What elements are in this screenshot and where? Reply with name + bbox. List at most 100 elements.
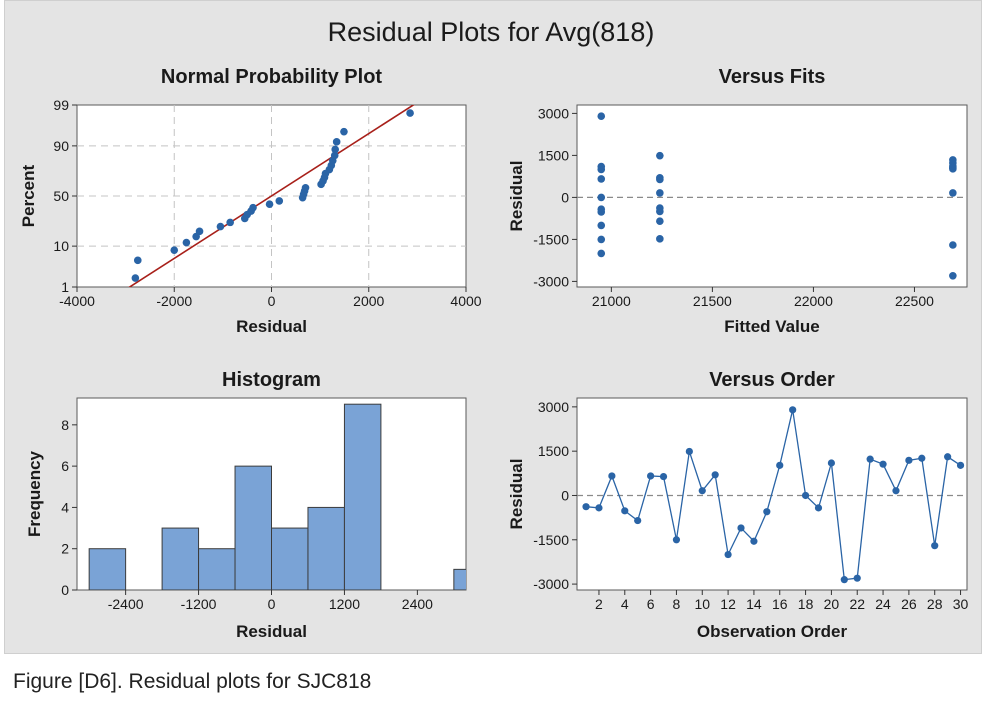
order-point — [840, 576, 848, 584]
histogram-y-tick-label: 6 — [61, 458, 69, 474]
fits-x-tick-label: 22500 — [895, 293, 934, 309]
histogram-bar — [88, 548, 127, 590]
fits-point — [597, 165, 606, 174]
fits-point — [949, 162, 957, 171]
fits-point — [656, 207, 664, 216]
order-point — [931, 542, 939, 550]
order-marks — [582, 406, 965, 584]
fits-point — [656, 235, 664, 243]
order-x-tick-label: 10 — [694, 596, 710, 612]
histogram-title: Histogram — [222, 369, 321, 391]
order-point — [698, 487, 706, 495]
order-point — [905, 456, 913, 464]
order-x-tick-label: 22 — [849, 596, 865, 612]
order-ylabel: Residual — [507, 459, 526, 530]
order-point — [879, 460, 887, 468]
order-point — [595, 504, 603, 512]
order-x-tick-label: 16 — [772, 596, 788, 612]
histogram-bar — [307, 506, 345, 590]
order-point — [750, 537, 758, 545]
normal-x-tick-label: -2000 — [156, 293, 192, 309]
normal-point — [195, 227, 204, 236]
normal-fit-line — [128, 105, 415, 287]
order-chart: Versus Order Observation Order Residual 2 4 6… — [507, 369, 969, 641]
histogram-bar — [198, 548, 236, 590]
order-point — [647, 472, 655, 480]
normal-xlabel: Residual — [236, 317, 307, 336]
order-point — [789, 406, 797, 414]
order-y-tick-label: 1500 — [538, 443, 569, 459]
fits-point — [597, 208, 606, 216]
normal-point — [275, 197, 284, 205]
fits-point — [597, 112, 606, 120]
normal-title: Normal Probability Plot — [161, 66, 382, 88]
order-point — [866, 455, 874, 463]
histogram-bar — [453, 568, 466, 590]
order-point — [763, 508, 771, 516]
fits-plot-area — [576, 104, 968, 288]
order-x-tick-label: 26 — [901, 596, 917, 612]
order-point — [892, 487, 900, 495]
order-x-tick-label: 24 — [875, 596, 891, 612]
fits-chart: Versus Fits Fitted Value Residual 21000 2150… — [507, 66, 968, 336]
normal-point — [265, 200, 274, 208]
fits-point — [597, 221, 606, 230]
normal-point — [226, 218, 234, 227]
histogram-x-tick-label: 2400 — [402, 596, 433, 612]
order-x-tick-label: 12 — [720, 596, 736, 612]
order-x-tick-label: 20 — [824, 596, 840, 612]
order-xlabel: Observation Order — [697, 622, 848, 641]
order-point — [827, 459, 836, 467]
histogram-y-tick-label: 0 — [61, 582, 69, 598]
histogram-bar — [271, 527, 309, 590]
order-x-tick-label: 6 — [647, 596, 655, 612]
figure-caption: Figure [D6]. Residual plots for SJC818 — [13, 670, 372, 693]
fits-point — [597, 235, 606, 244]
fits-point — [656, 175, 664, 184]
order-point — [621, 507, 629, 515]
histogram-ylabel: Frequency — [25, 450, 44, 537]
order-x-tick-label: 8 — [673, 596, 681, 612]
histogram-bar — [343, 403, 382, 590]
fits-point — [949, 272, 957, 280]
normal-point — [340, 127, 348, 136]
histogram-x-tick-label: 0 — [268, 596, 276, 612]
histogram-marks — [88, 403, 466, 590]
order-point — [737, 524, 745, 532]
normal-x-tick-label: 2000 — [353, 293, 384, 309]
order-point — [659, 472, 668, 481]
order-point — [814, 504, 823, 512]
order-point — [918, 454, 926, 462]
fits-point — [656, 189, 664, 197]
order-point — [956, 461, 965, 469]
fits-x-tick-label: 21000 — [592, 293, 631, 309]
residual-plots-figure: Residual Plots for Avg(818) Normal Proba… — [19, 17, 969, 641]
fits-ylabel: Residual — [507, 161, 526, 232]
normal-point — [249, 203, 257, 212]
normal-point — [216, 222, 225, 231]
normal-x-tick-label: 4000 — [450, 293, 481, 309]
fits-point — [949, 189, 957, 197]
histogram-x-tick-label: 1200 — [329, 596, 360, 612]
normal-x-tick-label: 0 — [268, 293, 276, 309]
order-title: Versus Order — [709, 369, 835, 391]
normal-point — [332, 138, 341, 146]
fits-y-tick-label: 0 — [561, 189, 569, 205]
fits-point — [656, 151, 664, 160]
fits-point — [656, 217, 664, 225]
fits-point — [949, 241, 957, 249]
histogram-x-tick-label: -1200 — [181, 596, 217, 612]
histogram-y-tick-label: 2 — [61, 541, 69, 557]
order-point — [944, 453, 952, 461]
fits-point — [597, 175, 606, 183]
normal-point — [330, 151, 339, 160]
normal-point — [133, 256, 142, 265]
order-point — [776, 461, 784, 469]
histogram-bar — [234, 465, 272, 590]
figure-title: Residual Plots for Avg(818) — [328, 17, 655, 47]
order-x-tick-label: 2 — [595, 596, 603, 612]
order-y-tick-label: 0 — [561, 487, 569, 503]
normal-point — [406, 109, 414, 117]
plots-group: Normal Probability Plot Residual Percent -4… — [19, 66, 969, 641]
order-y-tick-label: -3000 — [533, 576, 569, 592]
